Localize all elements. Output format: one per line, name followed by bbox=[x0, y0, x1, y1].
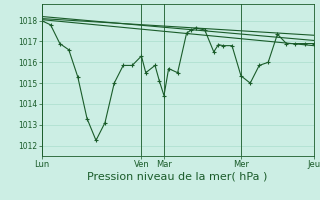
X-axis label: Pression niveau de la mer( hPa ): Pression niveau de la mer( hPa ) bbox=[87, 172, 268, 182]
